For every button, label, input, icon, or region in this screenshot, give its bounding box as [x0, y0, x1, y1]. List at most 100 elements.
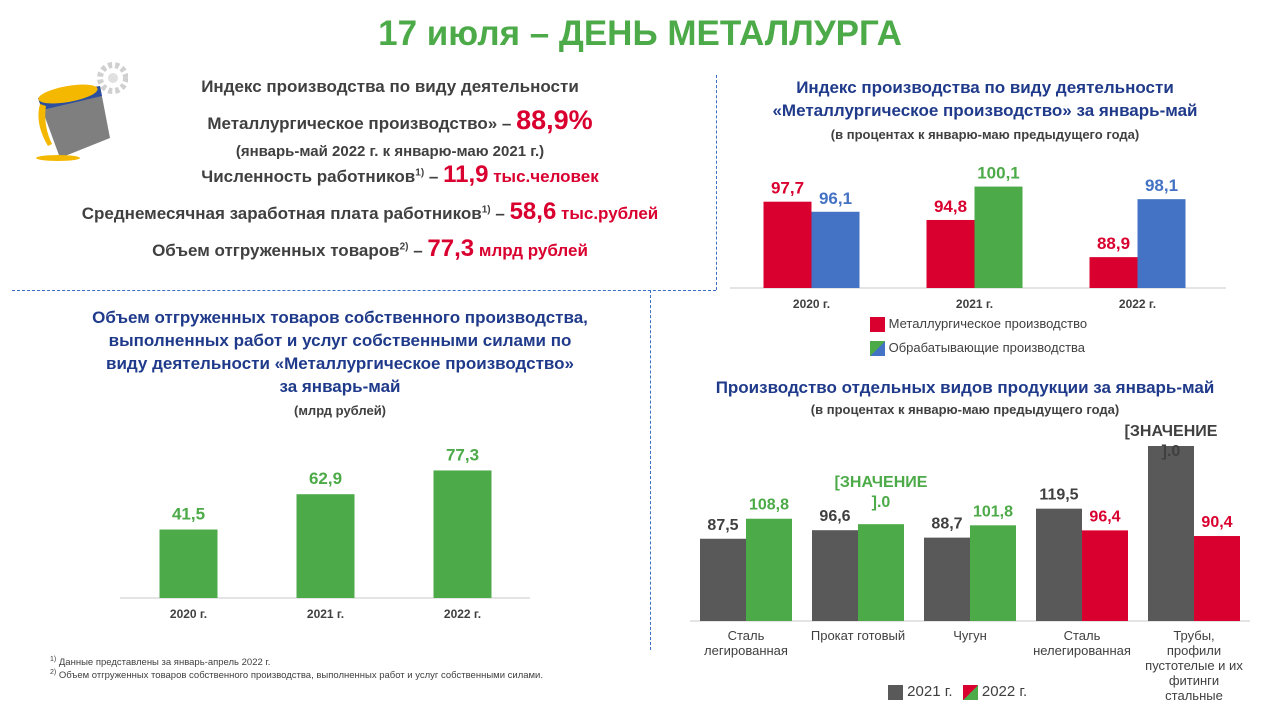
legend-label: 2022 г. [981, 683, 1028, 700]
x-tick-label: 2020 г. [793, 297, 830, 311]
legend-item: Металлургическое производство [870, 316, 1087, 340]
legend-item: 2022 г. [962, 683, 1028, 700]
x-tick-label: 2021 г. [307, 607, 344, 621]
chart1-plot: 97,7 96,1 2020 г. 94,8 100,1 2021 г. 88,9 98,1 2… [730, 164, 1226, 311]
x-tick-label-line: пустотелые и их [1145, 658, 1243, 673]
data-label: 87,5 [707, 517, 738, 534]
bar [1148, 446, 1194, 621]
summary-line-metallurgy: Металлургическое производство» – 88,9% [100, 105, 700, 136]
data-label: 90,4 [1201, 514, 1232, 531]
data-label: 88,7 [931, 516, 962, 533]
data-label: 94,8 [934, 197, 967, 216]
data-label: 62,9 [309, 469, 342, 488]
bar [433, 470, 492, 598]
data-label: 108,8 [749, 497, 789, 514]
legend-label: 2021 г. [907, 683, 953, 700]
footnote-2: 2) Объем отгруженных товаров собственног… [50, 669, 543, 681]
data-label: 119,5 [1039, 487, 1078, 504]
metallurgy-period-note: (январь-май 2022 г. к январю-маю 2021 г.… [235, 143, 545, 160]
bar [1036, 508, 1082, 621]
bar [1137, 199, 1186, 288]
data-label: 96,6 [819, 508, 850, 525]
data-label-line: [ЗНАЧЕНИЕ [1125, 423, 1218, 440]
chart2-plot: 41,5 2020 г. 62,9 2021 г. 77,3 2022 г. [120, 445, 530, 621]
chart2-title-line: виду деятельности «Металлургическое прои… [106, 354, 574, 373]
divider-vertical-top [716, 75, 717, 290]
shipments-dash: – [408, 241, 423, 260]
x-tick-label: Сталь нелегированная [1033, 628, 1131, 658]
salary-unit: тыс.рублей [561, 204, 659, 223]
steel-ladle-icon [36, 62, 128, 161]
bar [858, 524, 904, 621]
chart1-legend: Металлургическое производство Обрабатыва… [870, 316, 1087, 364]
legend-label: Обрабатывающие производства [888, 340, 1086, 355]
chart1-title-line: Индекс производства по виду деятельности [796, 78, 1174, 97]
data-label-line: ].0 [872, 494, 891, 511]
metallurgy-index-value: 88,9% [516, 105, 593, 135]
footnote-1: 1) Данные представлены за январь-апрель … [50, 656, 270, 668]
legend-item: 2021 г. [888, 683, 957, 700]
bar [924, 537, 970, 621]
salary-dash: – [490, 204, 505, 223]
legend-swatch-red-green [962, 684, 978, 700]
x-tick-label: Трубы, профили пустотелые и их фитинги сталь… [1145, 628, 1243, 703]
bar [1089, 257, 1138, 288]
x-tick-label: Чугун [953, 628, 987, 643]
data-label: [ЗНАЧЕНИЕ ].0 [1125, 423, 1218, 460]
footnote-text: Объем отгруженных товаров собственного п… [58, 670, 543, 682]
footnote-mark: 1) [481, 204, 491, 216]
chart3-title: Производство отдельных видов продукции з… [715, 378, 1215, 397]
data-label: 100,1 [977, 164, 1020, 183]
page-title: 17 июля – ДЕНЬ МЕТАЛЛУРГА [378, 14, 902, 53]
divider-horizontal [12, 290, 716, 291]
metallurgy-label: Металлургическое производство» – [207, 114, 512, 133]
x-tick-label-line: Чугун [953, 628, 987, 643]
bar [811, 211, 860, 288]
x-tick-label-line: профили [1167, 643, 1221, 658]
legend-swatch-blue-green [870, 341, 885, 357]
x-tick-label: Прокат готовый [811, 628, 905, 643]
x-tick-label-line: нелегированная [1033, 643, 1131, 658]
chart2-subtitle: (млрд рублей) [293, 403, 387, 418]
bar [159, 529, 218, 598]
bar [1194, 536, 1240, 621]
x-tick-label-line: Сталь [728, 628, 765, 643]
x-tick-label: 2022 г. [1119, 297, 1156, 311]
summary-line-employees: Численность работников1) – 11,9 тыс.чело… [100, 161, 700, 189]
data-label-line: ].0 [1162, 443, 1181, 460]
data-label: 98,1 [1145, 176, 1178, 195]
employees-label: Численность работников [201, 167, 416, 186]
salary-label: Среднемесячная заработная плата работник… [81, 204, 482, 223]
chart1-title-line: «Металлургическое производство» за январ… [772, 101, 1198, 120]
bar [974, 186, 1023, 288]
chart2-title-line: выполненных работ и услуг собственными с… [108, 331, 572, 350]
x-tick-label: Сталь легированная [704, 628, 788, 658]
data-label: 41,5 [172, 505, 205, 524]
bar [296, 494, 355, 598]
x-tick-label: 2020 г. [170, 607, 207, 621]
chart2-title-line: за январь-май [279, 377, 401, 396]
bar [746, 518, 792, 621]
bar [926, 219, 975, 288]
data-label: 88,9 [1097, 234, 1130, 253]
legend-item: Обрабатывающие производства [870, 340, 1087, 364]
chart3-subtitle: (в процентах к январю-маю предыдущего го… [810, 402, 1120, 417]
salary-value: 58,6 [509, 198, 557, 225]
x-tick-label: 2022 г. [444, 607, 481, 621]
x-tick-label-line: Трубы, [1173, 628, 1214, 643]
gear-icon [97, 62, 128, 94]
data-label-line: [ЗНАЧЕНИЕ [835, 474, 928, 491]
footnote-mark: 2) [50, 669, 57, 676]
data-label: [ЗНАЧЕНИЕ ].0 [835, 474, 928, 511]
data-label: 77,3 [446, 445, 479, 464]
chart3-plot: 87,5 108,8 Сталь легированная 96,6 [ЗНАЧЕНИЕ]… [690, 423, 1250, 703]
data-label: 97,7 [771, 179, 804, 198]
shipments-value: 77,3 [427, 235, 475, 262]
employees-dash: – [424, 167, 439, 186]
legend-swatch-red [870, 317, 885, 333]
bar [970, 525, 1016, 621]
data-label: 96,4 [1089, 508, 1120, 525]
employees-value: 11,9 [443, 161, 489, 188]
x-tick-label-line: легированная [704, 643, 788, 658]
x-tick-label-line: стальные [1165, 688, 1223, 703]
